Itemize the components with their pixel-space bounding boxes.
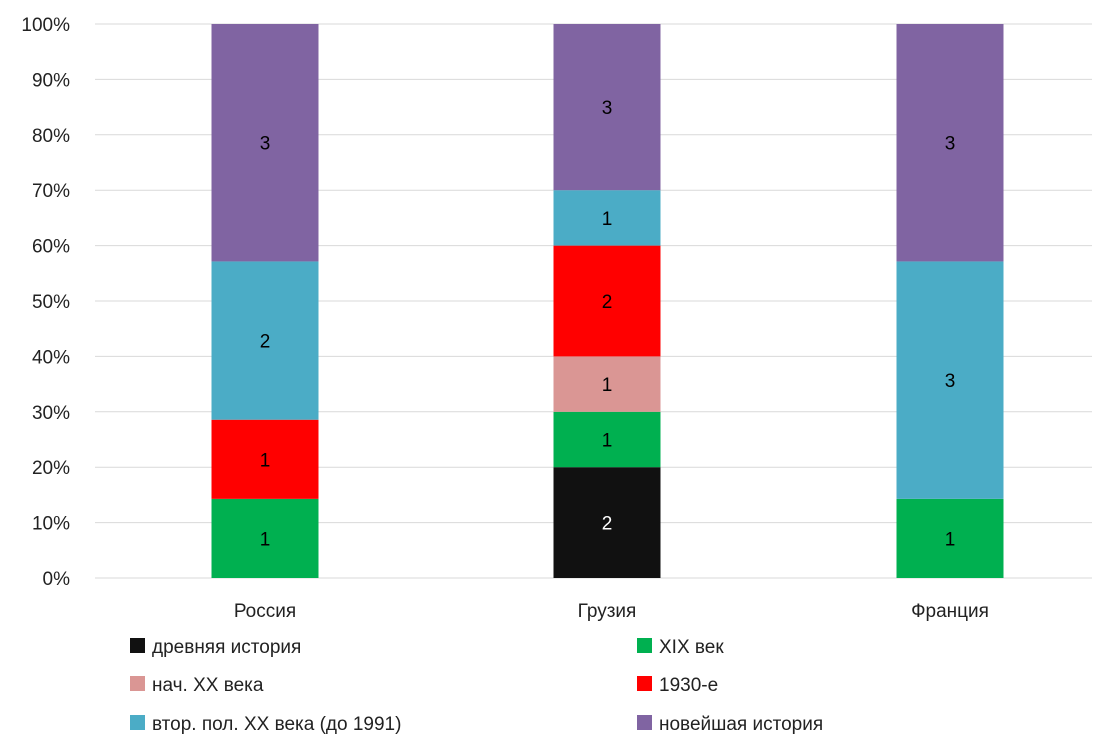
bar-segment bbox=[211, 261, 319, 420]
bar-segment bbox=[553, 190, 661, 246]
y-axis-tick-labels: 0% 10% 20% 30% 40% 50% 60% 70% 80% 90% 100% bbox=[21, 15, 70, 590]
bar-segment bbox=[896, 24, 1004, 262]
legend-label: XIX век bbox=[659, 637, 724, 658]
bar-segment bbox=[211, 419, 319, 499]
legend-label: втор. пол. XX века (до 1991) bbox=[152, 714, 401, 735]
legend-label: древняя история bbox=[152, 637, 301, 658]
legend-label: 1930-е bbox=[659, 675, 718, 696]
legend-swatch bbox=[637, 676, 652, 691]
legend-label: нач. XX века bbox=[152, 675, 264, 696]
bar-segment bbox=[896, 261, 1004, 499]
bar-segment bbox=[211, 498, 319, 578]
y-tick-label: 100% bbox=[21, 15, 70, 36]
data-label: 2 bbox=[260, 332, 271, 353]
bar-segment bbox=[553, 411, 661, 468]
bar-segment bbox=[553, 24, 661, 191]
bar-segment bbox=[211, 24, 319, 262]
category-label: Грузия bbox=[578, 601, 637, 622]
legend-swatch bbox=[637, 638, 652, 653]
data-label: 3 bbox=[260, 134, 271, 155]
data-label: 1 bbox=[602, 431, 613, 452]
legend-swatch bbox=[130, 715, 145, 730]
data-label: 1 bbox=[260, 450, 271, 471]
bar-segment bbox=[553, 245, 661, 357]
y-tick-label: 0% bbox=[43, 569, 71, 590]
bar-segment bbox=[553, 467, 661, 578]
data-label: 3 bbox=[945, 371, 956, 392]
category-label: Франция bbox=[911, 601, 989, 622]
y-tick-label: 40% bbox=[32, 347, 70, 368]
data-label: 1 bbox=[602, 209, 613, 230]
data-label: 1 bbox=[945, 529, 956, 550]
data-labels: 1 1 2 3 2 1 1 2 1 3 1 3 3 bbox=[260, 98, 956, 550]
y-tick-label: 60% bbox=[32, 237, 70, 258]
data-label: 2 bbox=[602, 292, 613, 313]
y-tick-label: 70% bbox=[32, 181, 70, 202]
y-tick-label: 50% bbox=[32, 292, 70, 313]
category-labels: Россия Грузия Франция bbox=[234, 601, 989, 622]
data-label: 3 bbox=[945, 134, 956, 155]
y-tick-label: 30% bbox=[32, 403, 70, 424]
data-label: 3 bbox=[602, 98, 613, 119]
bars bbox=[211, 24, 1004, 578]
legend-swatch bbox=[130, 676, 145, 691]
legend-swatch bbox=[637, 715, 652, 730]
legend: древняя история XIX век нач. XX века 1930-е… bbox=[130, 637, 823, 735]
legend-swatch bbox=[130, 638, 145, 653]
data-label: 2 bbox=[602, 514, 613, 535]
bar-segment bbox=[553, 356, 661, 412]
y-tick-label: 80% bbox=[32, 126, 70, 147]
y-tick-label: 20% bbox=[32, 458, 70, 479]
data-label: 1 bbox=[602, 375, 613, 396]
y-tick-label: 90% bbox=[32, 70, 70, 91]
data-label: 1 bbox=[260, 529, 271, 550]
y-tick-label: 10% bbox=[32, 514, 70, 535]
legend-label: новейшая история bbox=[659, 714, 823, 735]
category-label: Россия bbox=[234, 601, 296, 622]
bar-segment bbox=[896, 498, 1004, 578]
